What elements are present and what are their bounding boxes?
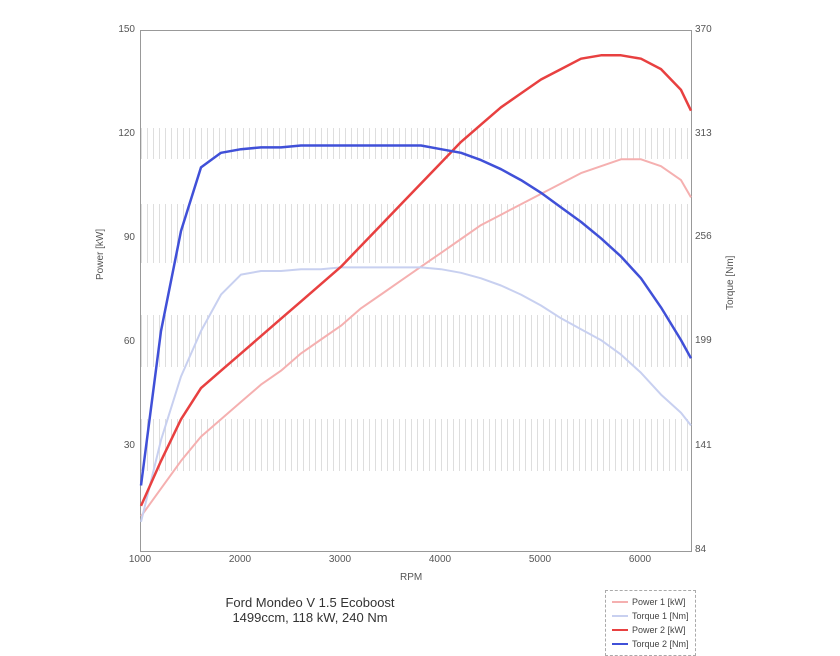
x-tick: 3000 — [320, 554, 360, 565]
y-right-tick: 199 — [695, 335, 725, 346]
series-torque2 — [141, 146, 691, 486]
y-right-tick: 141 — [695, 440, 725, 451]
x-tick: 4000 — [420, 554, 460, 565]
legend-item-torque2: Torque 2 [Nm] — [612, 637, 689, 651]
y-left-tick: 90 — [105, 232, 135, 243]
legend-swatch — [612, 629, 628, 631]
series-layer — [141, 31, 691, 551]
x-tick: 6000 — [620, 554, 660, 565]
x-title: RPM — [400, 572, 422, 583]
y-left-tick: 120 — [105, 128, 135, 139]
y-left-tick: 60 — [105, 336, 135, 347]
legend-label: Torque 1 [Nm] — [632, 609, 689, 623]
legend-label: Power 2 [kW] — [632, 623, 686, 637]
chart-caption: Ford Mondeo V 1.5 Ecoboost 1499ccm, 118 … — [170, 595, 450, 625]
y-left-tick: 30 — [105, 440, 135, 451]
caption-line1: Ford Mondeo V 1.5 Ecoboost — [170, 595, 450, 610]
y-right-tick: 313 — [695, 128, 725, 139]
legend-swatch — [612, 601, 628, 603]
caption-line2: 1499ccm, 118 kW, 240 Nm — [170, 610, 450, 625]
legend-swatch — [612, 643, 628, 645]
legend-item-power1: Power 1 [kW] — [612, 595, 689, 609]
y-left-tick: 150 — [105, 24, 135, 35]
y-right-title: Torque [Nm] — [725, 256, 736, 310]
series-power2 — [141, 55, 691, 506]
y-right-tick: 370 — [695, 24, 725, 35]
y-right-tick: 84 — [695, 544, 725, 555]
y-left-title: Power [kW] — [95, 229, 106, 280]
legend-label: Torque 2 [Nm] — [632, 637, 689, 651]
x-tick: 2000 — [220, 554, 260, 565]
legend-item-torque1: Torque 1 [Nm] — [612, 609, 689, 623]
x-tick: 1000 — [120, 554, 160, 565]
legend: Power 1 [kW]Torque 1 [Nm]Power 2 [kW]Tor… — [605, 590, 696, 656]
legend-label: Power 1 [kW] — [632, 595, 686, 609]
x-tick: 5000 — [520, 554, 560, 565]
series-torque1 — [141, 267, 691, 522]
dyno-chart — [140, 30, 692, 552]
legend-swatch — [612, 615, 628, 617]
series-power1 — [141, 159, 691, 516]
legend-item-power2: Power 2 [kW] — [612, 623, 689, 637]
y-right-tick: 256 — [695, 231, 725, 242]
